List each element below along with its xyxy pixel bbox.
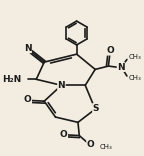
Text: O: O [107,46,114,55]
Text: H₂N: H₂N [2,75,22,84]
Text: CH₃: CH₃ [99,144,112,151]
Text: O: O [87,140,94,149]
Text: N: N [58,81,65,90]
Text: N: N [117,63,125,71]
Text: N: N [24,44,32,53]
Text: O: O [24,95,32,104]
Text: O: O [60,130,68,139]
Text: CH₃: CH₃ [128,75,141,81]
Text: CH₃: CH₃ [128,54,141,60]
Text: S: S [93,104,99,112]
